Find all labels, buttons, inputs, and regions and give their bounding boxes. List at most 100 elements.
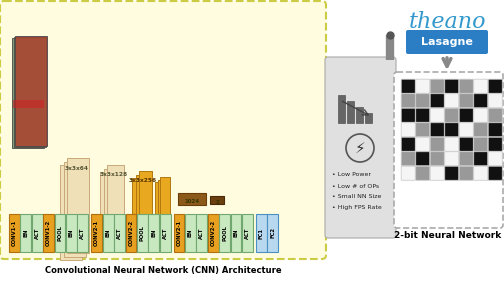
Bar bbox=[13, 100, 44, 108]
FancyBboxPatch shape bbox=[267, 214, 278, 252]
Bar bbox=[64, 162, 86, 257]
FancyBboxPatch shape bbox=[401, 152, 415, 166]
Bar bbox=[210, 196, 224, 204]
FancyBboxPatch shape bbox=[137, 214, 148, 252]
Text: 3x3x256: 3x3x256 bbox=[129, 178, 157, 183]
Bar bbox=[178, 193, 206, 205]
Text: Convolutional Neural Network (CNN) Architecture: Convolutional Neural Network (CNN) Archi… bbox=[45, 265, 281, 274]
Text: ACT: ACT bbox=[163, 227, 168, 239]
Bar bbox=[155, 182, 165, 232]
Text: BN: BN bbox=[233, 229, 238, 237]
FancyBboxPatch shape bbox=[416, 137, 430, 151]
Text: CONV2-1: CONV2-1 bbox=[176, 220, 181, 246]
FancyBboxPatch shape bbox=[242, 214, 253, 252]
FancyBboxPatch shape bbox=[488, 166, 502, 180]
FancyBboxPatch shape bbox=[0, 1, 326, 259]
Bar bbox=[67, 158, 89, 253]
FancyBboxPatch shape bbox=[125, 214, 136, 252]
FancyBboxPatch shape bbox=[325, 57, 396, 238]
FancyBboxPatch shape bbox=[401, 108, 415, 122]
Bar bbox=[160, 177, 170, 227]
FancyBboxPatch shape bbox=[103, 214, 113, 252]
Text: 1024: 1024 bbox=[184, 199, 200, 204]
FancyBboxPatch shape bbox=[43, 214, 54, 252]
Text: BN: BN bbox=[69, 229, 74, 237]
Bar bbox=[14, 37, 45, 147]
Bar bbox=[12, 38, 44, 148]
FancyBboxPatch shape bbox=[66, 214, 77, 252]
Text: ACT: ACT bbox=[80, 227, 85, 239]
FancyBboxPatch shape bbox=[430, 108, 445, 122]
Text: • High FPS Rate: • High FPS Rate bbox=[332, 206, 382, 210]
Text: ACT: ACT bbox=[35, 227, 40, 239]
Bar bbox=[365, 113, 372, 123]
Text: BN: BN bbox=[188, 229, 193, 237]
Text: CONV2-1: CONV2-1 bbox=[94, 220, 99, 246]
Text: ⚡: ⚡ bbox=[355, 140, 365, 155]
Text: CONV2-2: CONV2-2 bbox=[129, 220, 134, 246]
Bar bbox=[157, 180, 167, 230]
FancyBboxPatch shape bbox=[78, 214, 88, 252]
FancyBboxPatch shape bbox=[445, 94, 459, 108]
FancyBboxPatch shape bbox=[474, 123, 488, 137]
FancyBboxPatch shape bbox=[488, 94, 502, 108]
FancyBboxPatch shape bbox=[416, 108, 430, 122]
FancyBboxPatch shape bbox=[459, 79, 473, 93]
Bar bbox=[60, 165, 82, 260]
Bar bbox=[103, 169, 120, 246]
FancyBboxPatch shape bbox=[148, 214, 159, 252]
Text: BN: BN bbox=[151, 229, 156, 237]
FancyBboxPatch shape bbox=[32, 214, 43, 252]
FancyBboxPatch shape bbox=[160, 214, 170, 252]
FancyBboxPatch shape bbox=[459, 137, 473, 151]
Text: 2-bit Neural Network: 2-bit Neural Network bbox=[394, 230, 501, 239]
Text: ACT: ACT bbox=[117, 227, 122, 239]
FancyBboxPatch shape bbox=[459, 108, 473, 122]
FancyBboxPatch shape bbox=[445, 79, 459, 93]
FancyBboxPatch shape bbox=[459, 94, 473, 108]
FancyBboxPatch shape bbox=[459, 123, 473, 137]
FancyBboxPatch shape bbox=[445, 108, 459, 122]
Bar bbox=[356, 107, 363, 123]
Text: • Low # of OPs: • Low # of OPs bbox=[332, 184, 379, 188]
FancyBboxPatch shape bbox=[430, 123, 445, 137]
Text: ACT: ACT bbox=[199, 227, 204, 239]
FancyBboxPatch shape bbox=[445, 166, 459, 180]
Text: • Low Power: • Low Power bbox=[332, 173, 371, 177]
Bar bbox=[107, 165, 124, 243]
FancyBboxPatch shape bbox=[474, 108, 488, 122]
FancyBboxPatch shape bbox=[416, 79, 430, 93]
FancyBboxPatch shape bbox=[401, 94, 415, 108]
FancyBboxPatch shape bbox=[394, 72, 503, 228]
FancyBboxPatch shape bbox=[173, 214, 184, 252]
FancyBboxPatch shape bbox=[474, 152, 488, 166]
FancyBboxPatch shape bbox=[488, 137, 502, 151]
FancyBboxPatch shape bbox=[416, 123, 430, 137]
FancyBboxPatch shape bbox=[430, 152, 445, 166]
FancyBboxPatch shape bbox=[401, 79, 415, 93]
Text: CONV1-1: CONV1-1 bbox=[12, 220, 17, 246]
FancyBboxPatch shape bbox=[445, 123, 459, 137]
FancyBboxPatch shape bbox=[488, 152, 502, 166]
Bar bbox=[136, 175, 149, 237]
FancyBboxPatch shape bbox=[114, 214, 125, 252]
Text: FC1: FC1 bbox=[259, 228, 264, 239]
FancyBboxPatch shape bbox=[401, 166, 415, 180]
Text: BN: BN bbox=[23, 229, 28, 237]
FancyBboxPatch shape bbox=[406, 30, 488, 54]
FancyBboxPatch shape bbox=[401, 123, 415, 137]
FancyBboxPatch shape bbox=[488, 123, 502, 137]
Bar bbox=[132, 178, 145, 241]
Text: BN: BN bbox=[106, 229, 110, 237]
FancyBboxPatch shape bbox=[445, 137, 459, 151]
FancyBboxPatch shape bbox=[256, 214, 267, 252]
Text: ACT: ACT bbox=[245, 227, 250, 239]
FancyBboxPatch shape bbox=[430, 166, 445, 180]
FancyBboxPatch shape bbox=[459, 166, 473, 180]
FancyBboxPatch shape bbox=[445, 152, 459, 166]
Text: • Small NN Size: • Small NN Size bbox=[332, 195, 382, 199]
Text: Lasagne: Lasagne bbox=[421, 37, 473, 47]
FancyBboxPatch shape bbox=[416, 94, 430, 108]
FancyBboxPatch shape bbox=[416, 166, 430, 180]
FancyBboxPatch shape bbox=[474, 137, 488, 151]
